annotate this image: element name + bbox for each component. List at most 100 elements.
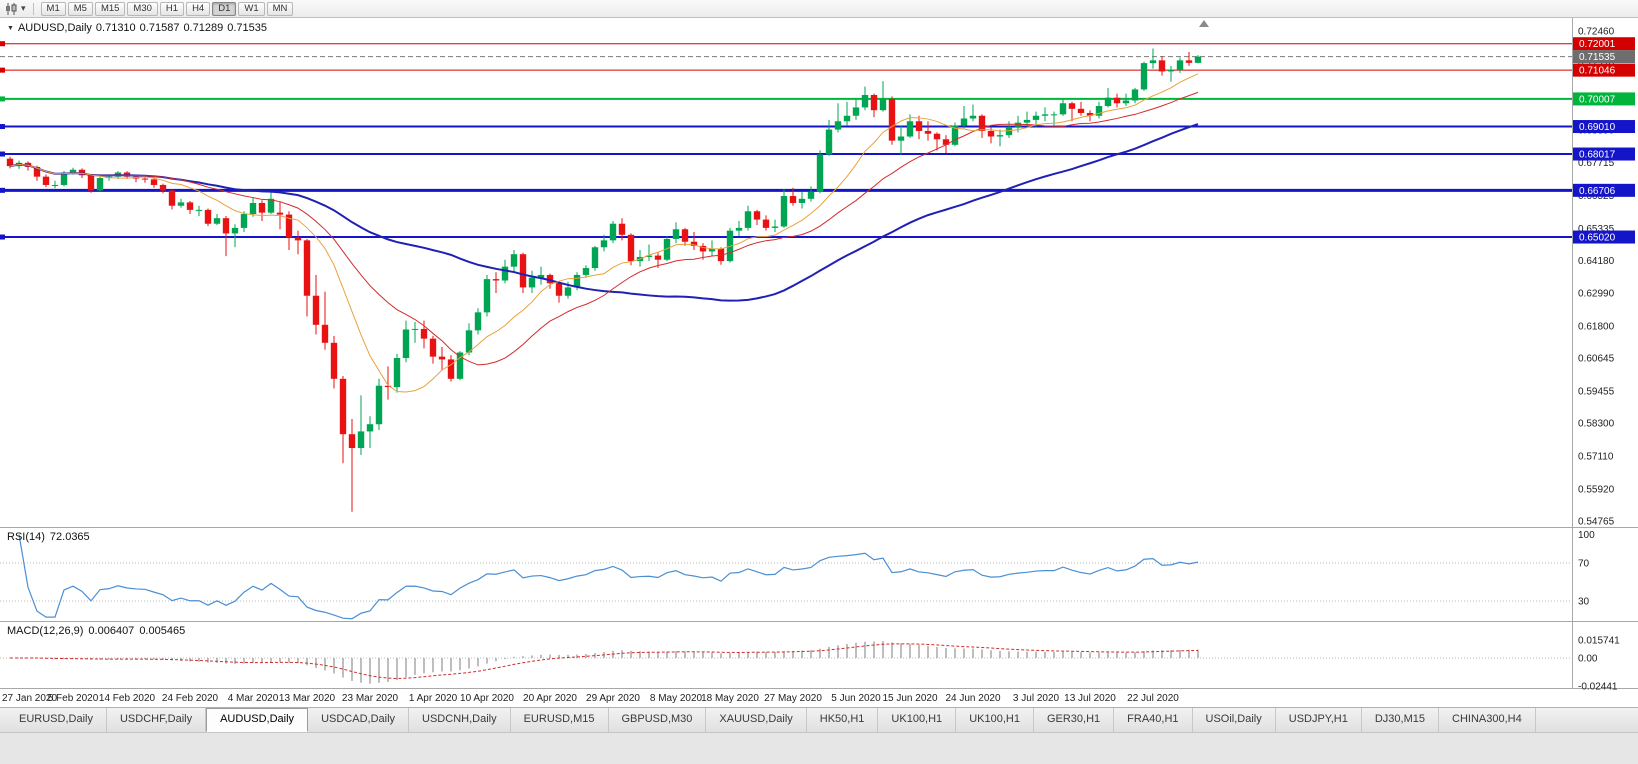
candle bbox=[852, 99, 860, 120]
candle bbox=[807, 186, 815, 202]
chart-symbol-period: AUDUSD,Daily bbox=[17, 22, 92, 34]
chart-tab[interactable]: AUDUSD,Daily bbox=[206, 708, 309, 732]
line-edge-marker bbox=[0, 234, 5, 240]
candle bbox=[1149, 48, 1157, 69]
chart-tab[interactable]: CHINA300,H4 bbox=[1439, 708, 1536, 732]
candle bbox=[924, 121, 932, 141]
chevron-down-icon[interactable]: ▾ bbox=[21, 3, 26, 13]
chart-tabs-bar: EURUSD,Daily USDCHF,Daily AUDUSD,Daily USDC… bbox=[0, 708, 1638, 733]
time-axis-label: 27 May 2020 bbox=[764, 693, 822, 704]
candle bbox=[339, 376, 347, 464]
time-axis-label: 13 Jul 2020 bbox=[1064, 693, 1116, 704]
timeframe-button-m15[interactable]: M15 bbox=[94, 1, 126, 16]
time-axis-label: 8 May 2020 bbox=[650, 693, 703, 704]
price-badge bbox=[1573, 92, 1635, 106]
chart-tab[interactable]: HK50,H1 bbox=[807, 708, 879, 732]
macd-axis-label: -0.02441 bbox=[1578, 681, 1618, 692]
price-axis-label: 0.72460 bbox=[1578, 27, 1615, 38]
timeframe-button-w1[interactable]: W1 bbox=[238, 1, 265, 16]
chart-shift-marker-icon[interactable] bbox=[1199, 20, 1209, 27]
timeframe-buttons: M1 M5 M15 M30 H1 H4 D1 W1 MN bbox=[40, 1, 294, 16]
chart-tab[interactable]: UK100,H1 bbox=[956, 708, 1034, 732]
chart-tab[interactable]: EURUSD,M15 bbox=[511, 708, 609, 732]
chart-tab[interactable]: XAUUSD,Daily bbox=[706, 708, 807, 732]
candle bbox=[609, 220, 617, 244]
chart-tab[interactable]: USDCNH,Daily bbox=[409, 708, 511, 732]
candle bbox=[528, 270, 536, 293]
candle bbox=[744, 205, 752, 231]
chart-tab[interactable]: USDJPY,H1 bbox=[1276, 708, 1362, 732]
candle bbox=[87, 173, 95, 193]
collapse-chart-icon[interactable]: ▼ bbox=[7, 25, 14, 32]
time-axis-label: 24 Feb 2020 bbox=[162, 693, 219, 704]
candle bbox=[483, 274, 491, 317]
timeframe-button-m30[interactable]: M30 bbox=[127, 1, 158, 16]
rsi-panel bbox=[0, 534, 1572, 620]
chart-tab[interactable]: DJ30,M15 bbox=[1362, 708, 1439, 732]
candle bbox=[186, 201, 194, 215]
chart-tab[interactable]: USDCHF,Daily bbox=[107, 708, 207, 732]
price-axis-label: 0.58300 bbox=[1578, 419, 1615, 430]
candle bbox=[330, 335, 338, 389]
candle bbox=[717, 247, 725, 265]
chart-tab[interactable]: GER30,H1 bbox=[1034, 708, 1115, 732]
candle bbox=[1185, 52, 1193, 66]
chart-ohlc-title: ▼ AUDUSD,Daily 0.71310 0.71587 0.71289 0.7153… bbox=[7, 22, 271, 34]
chart-tab[interactable]: USOil,Daily bbox=[1193, 708, 1276, 732]
macd-main-value: 0.006407 bbox=[88, 625, 135, 637]
timeframe-button-mn[interactable]: MN bbox=[266, 1, 294, 16]
candle bbox=[231, 224, 239, 248]
candle bbox=[780, 189, 788, 228]
timeframe-button-d1[interactable]: D1 bbox=[212, 1, 237, 16]
chart-tab[interactable]: UK100,H1 bbox=[878, 708, 957, 732]
chart-tab[interactable]: EURUSD,Daily bbox=[6, 708, 107, 732]
price-badge bbox=[1573, 63, 1635, 77]
timeframe-button-m5[interactable]: M5 bbox=[67, 1, 93, 16]
time-axis-label: 20 Apr 2020 bbox=[523, 693, 577, 704]
timeframe-button-m1[interactable]: M1 bbox=[40, 1, 66, 16]
rsi-value: 72.0365 bbox=[49, 531, 90, 543]
candle bbox=[798, 191, 806, 209]
candle bbox=[555, 281, 563, 303]
chart-tab[interactable]: USDCAD,Daily bbox=[308, 708, 410, 732]
candle bbox=[1068, 101, 1076, 122]
candle bbox=[141, 177, 149, 183]
candle bbox=[789, 187, 797, 206]
candle bbox=[456, 351, 464, 381]
candle bbox=[1176, 57, 1184, 73]
chart-canvas[interactable]: 0.724600.712700.700800.688900.677150.665… bbox=[0, 0, 1638, 707]
chart-tab[interactable]: GBPUSD,M30 bbox=[609, 708, 707, 732]
candle bbox=[888, 96, 896, 145]
candle bbox=[861, 86, 869, 111]
rsi-line bbox=[18, 534, 1199, 620]
price-axis-label: 0.61800 bbox=[1578, 322, 1615, 333]
candle bbox=[960, 106, 968, 129]
time-axis-label: 22 Jul 2020 bbox=[1127, 693, 1179, 704]
macd-panel bbox=[0, 641, 1572, 684]
price-badge bbox=[1573, 230, 1635, 244]
candle bbox=[996, 129, 1004, 147]
rsi-axis-label: 70 bbox=[1578, 559, 1590, 570]
timeframe-button-h1[interactable]: H1 bbox=[159, 1, 185, 16]
candle bbox=[177, 198, 185, 208]
line-edge-marker bbox=[0, 67, 5, 73]
candle bbox=[420, 320, 428, 349]
candle bbox=[258, 200, 266, 221]
candle bbox=[645, 244, 653, 262]
candle bbox=[672, 222, 680, 244]
candle bbox=[267, 191, 275, 215]
candlestick-chart-icon[interactable] bbox=[5, 2, 18, 15]
candle bbox=[690, 232, 698, 251]
candle bbox=[42, 174, 50, 188]
timeframe-button-h4[interactable]: H4 bbox=[186, 1, 211, 16]
candle bbox=[591, 245, 599, 271]
toolbar-separator bbox=[32, 2, 34, 15]
candle bbox=[150, 178, 158, 188]
candle bbox=[897, 125, 905, 155]
candle bbox=[681, 227, 689, 246]
chart-tab[interactable]: FRA40,H1 bbox=[1114, 708, 1193, 732]
line-edge-marker bbox=[0, 41, 5, 47]
price-axis-label: 0.55920 bbox=[1578, 485, 1615, 496]
macd-name: MACD(12,26,9) bbox=[7, 625, 84, 637]
